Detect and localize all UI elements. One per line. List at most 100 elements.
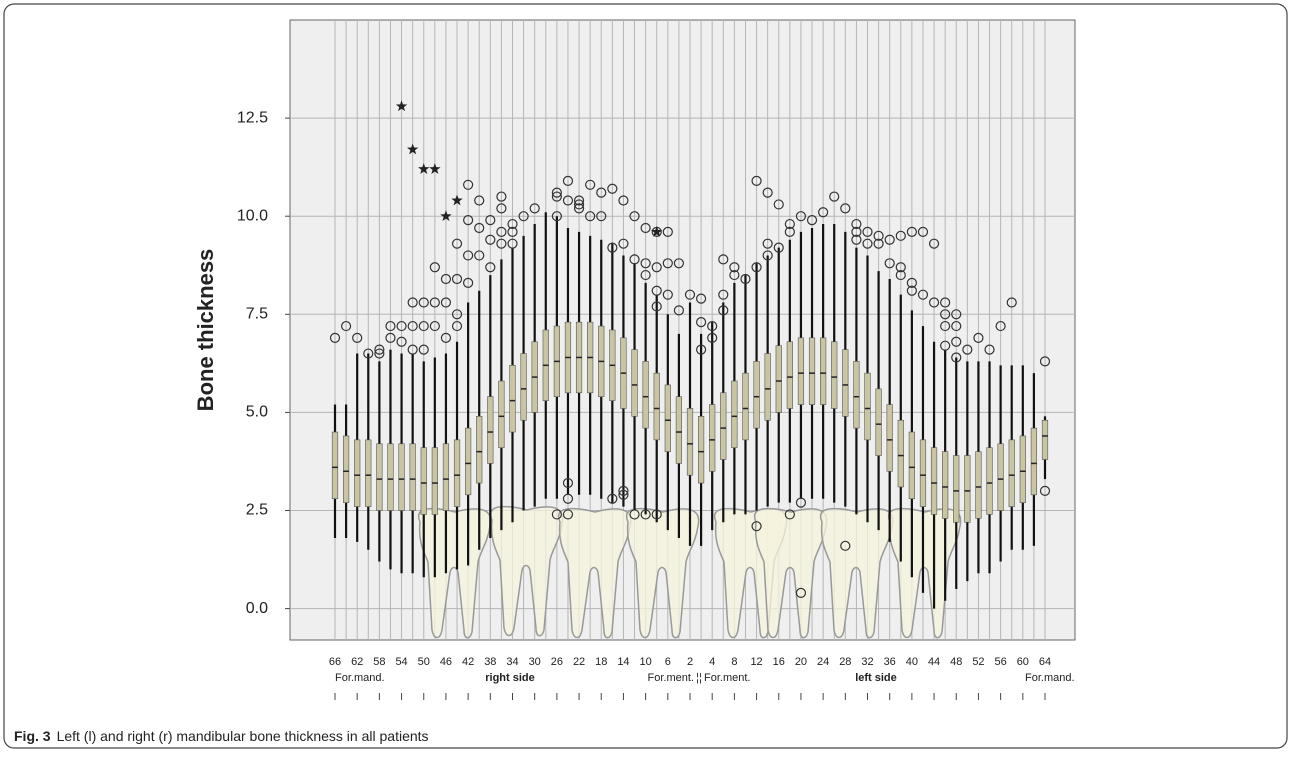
- outlier: [551, 509, 562, 520]
- outlier: [518, 211, 529, 222]
- outlier: [718, 305, 729, 316]
- box: [465, 427, 472, 496]
- outlier: [906, 277, 917, 289]
- x-tick-label: 46: [440, 656, 452, 668]
- box: [908, 431, 915, 500]
- y-axis-title: Bone thickness: [193, 249, 218, 412]
- outlier: [707, 320, 718, 332]
- outlier: [618, 485, 629, 496]
- outlier: [374, 348, 385, 359]
- box: [786, 341, 793, 409]
- x-tick-label: 6: [665, 656, 671, 668]
- outlier: [562, 195, 574, 206]
- box: [675, 396, 683, 464]
- x-tick-label: 12: [750, 656, 762, 668]
- outlier: [751, 175, 762, 186]
- outlier: [507, 238, 518, 249]
- box: [697, 416, 705, 484]
- outlier: [984, 344, 995, 355]
- outlier: [463, 179, 474, 190]
- outlier: [418, 344, 429, 355]
- box: [742, 372, 749, 441]
- outlier: [884, 234, 895, 245]
- outlier: [840, 540, 851, 551]
- outlier: [551, 191, 562, 202]
- outlier: [618, 195, 629, 206]
- outlier: [762, 187, 773, 198]
- caption-label: Fig. 3: [14, 728, 51, 744]
- outlier: [829, 191, 840, 202]
- outlier: [618, 489, 629, 500]
- extreme: [440, 210, 452, 222]
- box: [764, 353, 771, 421]
- outlier: [695, 317, 707, 328]
- box: [775, 345, 782, 413]
- outlier: [607, 183, 618, 194]
- outlier: [684, 289, 696, 300]
- outlier: [718, 289, 729, 300]
- outlier: [596, 211, 607, 222]
- outlier: [973, 332, 984, 343]
- box: [942, 451, 949, 519]
- outlier: [396, 336, 407, 347]
- outlier: [385, 332, 396, 343]
- x-tick-label: 62: [351, 656, 363, 668]
- outlier: [551, 211, 562, 222]
- box: [409, 443, 416, 511]
- outlier: [940, 320, 951, 332]
- extreme: [429, 163, 441, 174]
- outlier: [773, 199, 784, 210]
- x-tick-label: 24: [817, 656, 829, 668]
- outlier: [862, 226, 873, 237]
- outlier: [629, 509, 640, 520]
- outlier: [607, 493, 618, 504]
- outlier: [662, 258, 673, 269]
- outlier: [729, 269, 740, 281]
- annotation: ¦¦: [696, 672, 702, 684]
- outlier: [951, 320, 962, 332]
- box: [420, 447, 427, 515]
- box: [487, 396, 494, 464]
- x-tick-label: 34: [506, 656, 518, 668]
- box: [365, 439, 372, 507]
- x-tick-label: 14: [617, 656, 629, 668]
- outlier: [773, 242, 784, 253]
- box: [664, 384, 671, 452]
- outlier: [562, 175, 574, 186]
- outlier: [451, 309, 463, 320]
- extreme: [651, 225, 663, 237]
- outlier: [795, 497, 807, 508]
- box: [864, 372, 871, 441]
- outlier: [673, 258, 685, 269]
- outlier: [851, 226, 862, 237]
- box: [753, 361, 760, 429]
- outlier: [995, 320, 1006, 332]
- outlier: [662, 226, 673, 237]
- box: [376, 443, 383, 511]
- outlier: [917, 226, 929, 237]
- y-tick-label: 0.0: [246, 600, 268, 617]
- annotation: For.mand.: [335, 672, 385, 684]
- x-tick-label: 4: [709, 656, 715, 668]
- x-tick-label: 52: [972, 656, 984, 668]
- caption: Fig. 3 Left (l) and right (r) mandibular …: [14, 728, 429, 744]
- x-tick-label: 44: [928, 656, 940, 668]
- box: [997, 443, 1004, 511]
- box: [1019, 435, 1026, 503]
- box: [331, 431, 339, 500]
- outlier: [1006, 297, 1017, 308]
- box: [875, 388, 882, 456]
- outlier: [673, 305, 685, 316]
- x-tick-label: 18: [595, 656, 607, 668]
- outlier: [463, 215, 474, 226]
- outlier: [496, 226, 507, 237]
- outlier: [329, 332, 341, 343]
- box: [642, 361, 649, 429]
- outlier: [795, 587, 807, 599]
- box: [831, 341, 838, 409]
- box: [453, 439, 461, 507]
- outlier: [651, 285, 662, 296]
- outlier: [640, 222, 651, 234]
- annotation: right side: [485, 672, 535, 684]
- outlier: [407, 297, 418, 308]
